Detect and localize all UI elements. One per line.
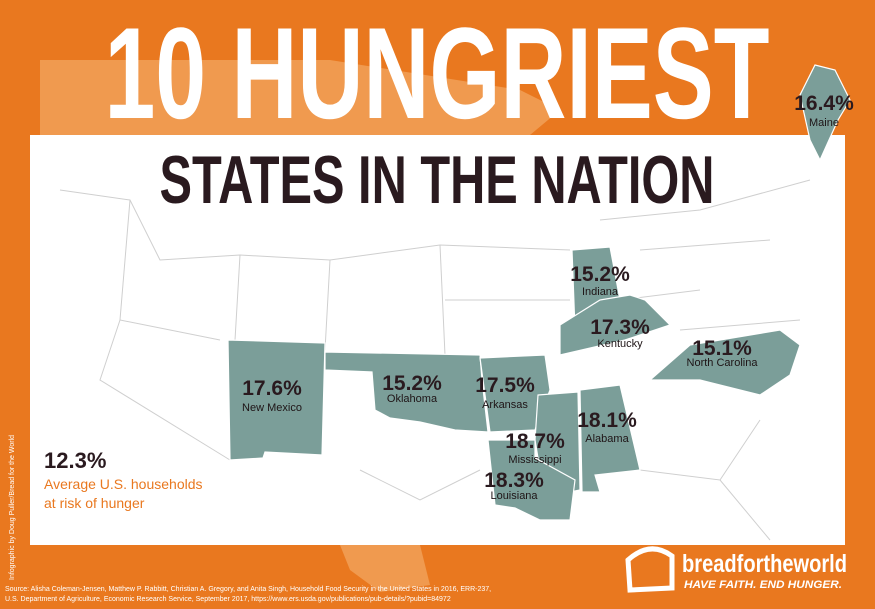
- state-value: 17.5%: [475, 374, 535, 397]
- state-name: Arkansas: [482, 399, 528, 411]
- state-shape: [799, 64, 851, 162]
- state-name: Kentucky: [597, 338, 643, 350]
- state-name: Mississippi: [508, 454, 561, 466]
- logo: breadfortheworld HAVE FAITH. END HUNGER.: [625, 546, 847, 593]
- state-shape: [648, 329, 801, 396]
- state-name: New Mexico: [242, 402, 302, 414]
- state-name: Indiana: [582, 286, 619, 298]
- state-shape: [487, 439, 576, 521]
- source: U.S. Department of Agriculture, Economic…: [5, 596, 451, 603]
- state-borders: [59, 179, 811, 541]
- state-name: Oklahoma: [387, 393, 438, 405]
- state-name: North Carolina: [687, 357, 759, 369]
- state-value: 15.2%: [570, 263, 630, 286]
- state-shape: [579, 384, 641, 493]
- state-value: 18.7%: [505, 430, 565, 453]
- state-name: Maine: [809, 117, 839, 129]
- title: 10 HUNGRIEST: [105, 0, 770, 146]
- state-value: 16.4%: [794, 92, 854, 115]
- state-shape: [479, 354, 551, 433]
- state-shape: [227, 339, 326, 461]
- source: Source: Alisha Coleman-Jensen, Matthew P…: [5, 586, 491, 593]
- logo-icon: [625, 546, 675, 593]
- state-name: Alabama: [585, 433, 629, 445]
- map-panel: [30, 135, 845, 545]
- map-silhouette: [40, 60, 560, 135]
- map-silhouette: [340, 545, 430, 592]
- logo-name: breadfortheworld: [682, 550, 847, 578]
- state-value: 17.6%: [242, 377, 302, 400]
- state-name: Louisiana: [490, 490, 538, 502]
- state-value: 18.3%: [484, 469, 544, 492]
- state-shape: [559, 294, 672, 356]
- highlighted-states: [227, 64, 851, 521]
- credit: Infographic by Doug Puller/Bread for the…: [9, 435, 16, 580]
- subtitle: STATES IN THE NATION: [160, 142, 715, 218]
- state-value: 18.1%: [577, 409, 637, 432]
- average-label: Average U.S. households: [44, 476, 203, 492]
- average-value: 12.3%: [44, 448, 106, 473]
- state-value: 17.3%: [590, 316, 650, 339]
- average-label: at risk of hunger: [44, 495, 145, 511]
- state-value: 15.2%: [382, 372, 442, 395]
- logo-tagline: HAVE FAITH. END HUNGER.: [684, 579, 842, 591]
- state-value: 15.1%: [692, 337, 752, 360]
- state-border: [59, 179, 811, 541]
